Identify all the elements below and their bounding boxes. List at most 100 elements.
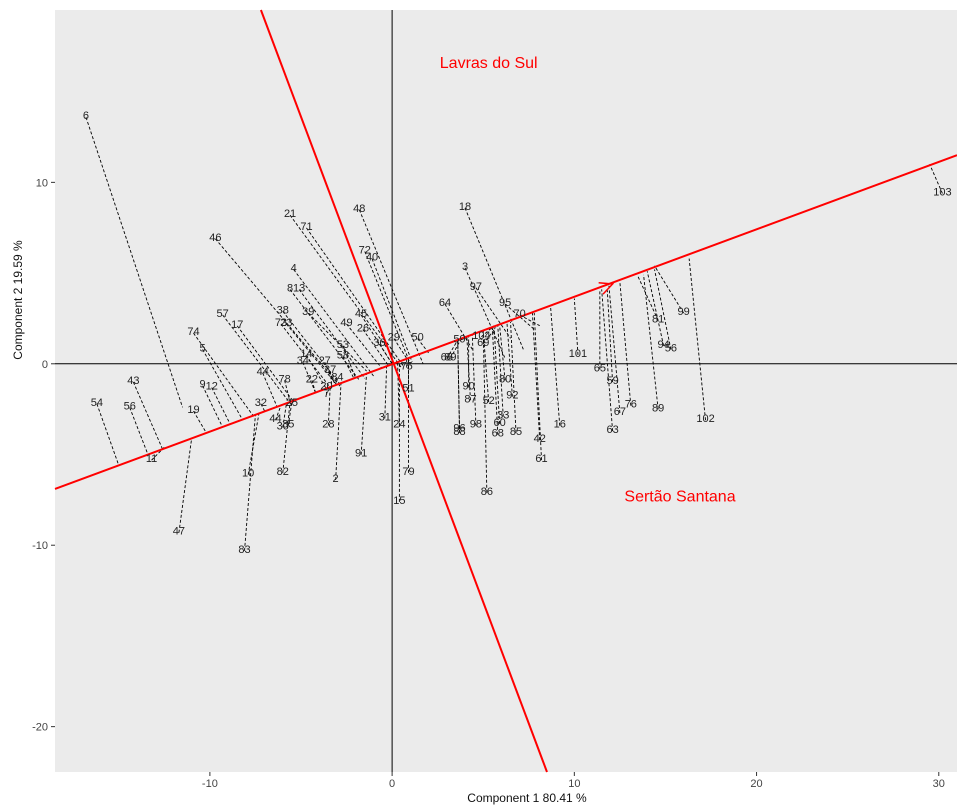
point-label-3-9: 3 [462, 261, 468, 273]
point-label-52-64: 52 [483, 395, 495, 407]
point-label-44-76: 44 [269, 413, 281, 425]
projection-line-9-56 [202, 385, 224, 428]
projection-line-42-89 [531, 312, 541, 441]
point-label-51-60: 51 [402, 382, 414, 394]
projection-line-54-67 [96, 403, 120, 466]
projection-line-86-97 [482, 331, 488, 493]
projection-line-63-87 [601, 289, 614, 432]
point-label-79-93: 79 [402, 466, 414, 478]
projection-line-89-43 [450, 338, 462, 359]
projection-line-53-35 [342, 345, 357, 379]
projection-line-68-42 [446, 339, 459, 359]
point-label-102-75: 102 [696, 413, 714, 425]
point-label-17-25: 17 [231, 319, 243, 331]
point-label-9-56: 9 [200, 379, 206, 391]
projection-line-56-38 [654, 269, 672, 350]
point-label-42-89: 42 [534, 433, 546, 445]
point-label-22-51: 22 [306, 373, 318, 385]
projection-line-19-72 [193, 410, 207, 433]
projection-line-47-99 [178, 438, 193, 533]
projection-line-40-8 [371, 258, 413, 363]
projection-line-74-28 [193, 332, 254, 417]
projection-line-78-50 [284, 380, 291, 402]
projection-line-44-49 [262, 372, 278, 408]
projection-line-89-70 [643, 274, 659, 410]
point-label-91-90: 91 [355, 448, 367, 460]
reference-lines [55, 10, 957, 772]
point-label-72-7: 72 [359, 244, 371, 256]
x-tick-label-20: 20 [750, 778, 762, 790]
point-label-82-94: 82 [277, 466, 289, 478]
point-label-46-6: 46 [209, 232, 221, 244]
point-label-24-80: 24 [393, 419, 405, 431]
point-label-94-37: 94 [657, 339, 669, 351]
projection-line-8-12 [289, 289, 360, 381]
point-label-8-12: 8 [287, 283, 293, 295]
projection-line-17-25 [236, 325, 295, 403]
projection-line-88-84 [457, 340, 460, 433]
point-label-97-11: 97 [470, 281, 482, 293]
projection-lines [85, 117, 943, 551]
projection-line-60-82 [493, 327, 501, 424]
projection-line-70-16 [519, 314, 540, 327]
projection-line-85-85 [510, 322, 517, 433]
projection-line-35-77 [287, 401, 293, 426]
point-label-88-84: 88 [453, 426, 465, 438]
projection-line-68-88 [491, 327, 499, 435]
point-label-13-13: 13 [293, 283, 305, 295]
projection-line-12-57 [211, 387, 231, 424]
projection-line-30-78 [282, 403, 287, 428]
point-label-104-32: 104 [472, 330, 490, 342]
point-label-20-58: 20 [320, 381, 332, 393]
projection-line-94-37 [646, 271, 665, 346]
point-label-87-63: 87 [464, 393, 476, 405]
point-label-73-23: 73 [275, 317, 287, 329]
point-label-32-65: 32 [255, 397, 267, 409]
point-label-21-4: 21 [284, 208, 296, 220]
projection-line-69-33 [482, 327, 497, 345]
x-tick-label-10: 10 [568, 778, 580, 790]
point-label-74-28: 74 [187, 326, 199, 338]
point-label-19-72: 19 [187, 404, 199, 416]
point-label-89-70: 89 [652, 402, 664, 414]
projection-line-10-95 [247, 412, 260, 475]
point-label-25-66: 25 [286, 397, 298, 409]
projection-line-99-17 [654, 265, 685, 314]
y-axis-title: Component 2 19.59 % [11, 240, 25, 360]
projection-line-36-34 [378, 343, 393, 365]
point-label-99-17: 99 [678, 306, 690, 318]
projection-line-22-51 [311, 380, 317, 393]
point-label-60-82: 60 [493, 417, 505, 429]
point-label-45-22: 45 [355, 308, 367, 320]
point-label-5-36: 5 [200, 342, 206, 354]
point-label-2-96: 2 [333, 473, 339, 485]
projection-line-4-10 [293, 269, 375, 377]
point-label-89-43: 89 [444, 352, 456, 364]
point-label-69-33: 69 [477, 337, 489, 349]
projection-line-18-2 [464, 207, 524, 350]
projection-line-34-44 [302, 361, 316, 393]
point-label-26-27: 26 [357, 323, 369, 335]
point-label-6-0: 6 [83, 110, 89, 122]
projection-line-103-1 [929, 164, 943, 194]
point-label-39-20: 39 [302, 306, 314, 318]
point-label-16-86: 16 [554, 419, 566, 431]
projection-line-46-6 [215, 238, 342, 388]
projection-line-82-94 [282, 401, 291, 473]
point-label-76-68: 76 [625, 399, 637, 411]
point-label-96-83: 96 [453, 422, 465, 434]
red-axis-line-1 [54, 154, 957, 490]
point-label-75-46: 75 [401, 361, 413, 373]
projection-line-6-0 [85, 117, 183, 408]
point-label-18-2: 18 [459, 201, 471, 213]
point-label-47-99: 47 [173, 526, 185, 538]
projection-line-76-68 [619, 282, 632, 406]
point-label-90-59: 90 [463, 381, 475, 393]
projection-line-5-36 [202, 349, 244, 421]
point-label-12-57: 12 [206, 381, 218, 393]
point-label-85-85: 85 [510, 426, 522, 438]
point-label-68-42: 68 [441, 352, 453, 364]
projection-line-81-18 [637, 276, 659, 321]
point-label-4-10: 4 [291, 263, 297, 275]
